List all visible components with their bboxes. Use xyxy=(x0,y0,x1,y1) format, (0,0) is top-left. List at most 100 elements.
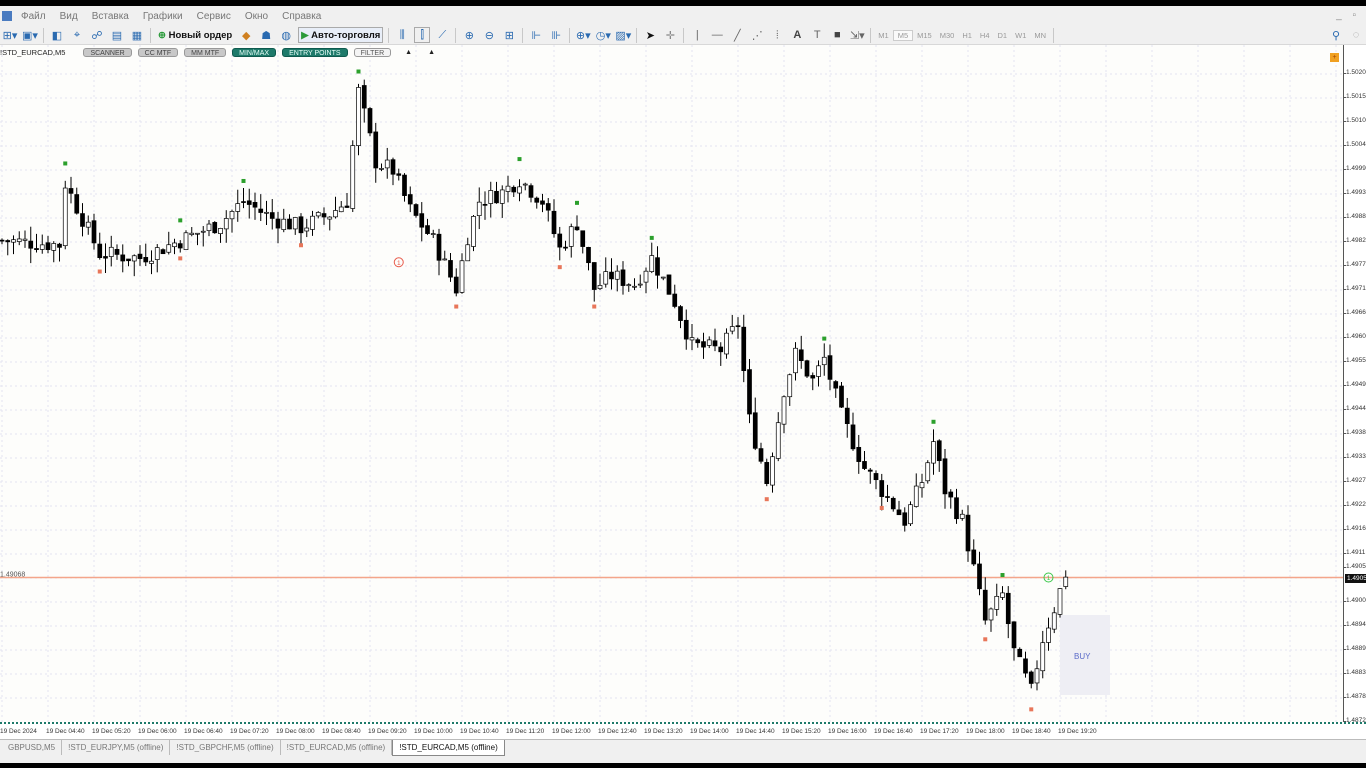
candle-body xyxy=(505,185,511,192)
text-label-icon[interactable]: T xyxy=(813,29,821,41)
candle-body xyxy=(752,412,758,449)
menu-view[interactable]: Вид xyxy=(59,10,78,22)
timeframe-m5[interactable]: M5 xyxy=(892,29,914,41)
scanner-button[interactable]: SCANNER xyxy=(83,47,132,57)
candle-body xyxy=(781,396,787,425)
navigator-icon[interactable]: ☍ xyxy=(91,29,103,42)
chat-icon[interactable]: ◌ xyxy=(1352,29,1360,41)
timeframe-mn[interactable]: MN xyxy=(1034,30,1047,40)
text-icon[interactable]: A xyxy=(793,29,802,41)
timeframe-m1[interactable]: M1 xyxy=(878,30,889,40)
price-tick-label: 1.4988 xyxy=(1344,213,1366,220)
timeframe-h1[interactable]: H1 xyxy=(962,30,972,40)
zoom-out-icon[interactable]: ⊖ xyxy=(484,29,494,42)
templates-icon[interactable]: ▨▾ xyxy=(615,29,632,42)
time-tick-label: 19 Dec 16:40 xyxy=(874,728,913,735)
periods-icon[interactable]: ◷▾ xyxy=(595,29,611,42)
menu-tools[interactable]: Сервис xyxy=(196,10,231,22)
timeframe-w1[interactable]: W1 xyxy=(1015,30,1027,40)
bid-price-label: 1.49068 xyxy=(0,572,25,579)
time-tick-label: 19 Dec 07:20 xyxy=(230,728,269,735)
price-axis[interactable]: 1.5020 1.5015 1.5010 1.5004 1.4999 1.4993 1.49… xyxy=(1343,45,1366,722)
strategy-tester-icon[interactable]: ▦ xyxy=(131,29,143,42)
new-chart-icon[interactable]: ⊞▾ xyxy=(2,29,18,42)
horizontal-line-icon[interactable]: — xyxy=(711,29,723,41)
tab-eurcad[interactable]: !STD_EURCAD,M5 (offline) xyxy=(281,740,393,755)
window-controls[interactable]: _ ▫ xyxy=(1336,10,1360,21)
cursor-icon[interactable]: ➤ xyxy=(645,29,655,42)
tab-eurcad-active[interactable]: !STD_EURCAD,M5 (offline) xyxy=(392,740,505,756)
entry-points-button[interactable]: ENTRY POINTS xyxy=(282,47,348,57)
line-chart-icon[interactable]: ⟋ xyxy=(438,28,447,41)
indicators-icon[interactable]: ⊕▾ xyxy=(575,29,591,42)
candle-body xyxy=(459,260,465,293)
mm-mtf-button[interactable]: MM MTF xyxy=(184,47,227,57)
candle-body xyxy=(264,211,269,214)
candle-body xyxy=(1000,592,1005,598)
timeframe-d1[interactable]: D1 xyxy=(997,30,1008,40)
collapse-arrow-button[interactable]: ▲ xyxy=(428,48,436,56)
tile-windows-icon[interactable]: ⊞ xyxy=(504,29,514,42)
filter-button[interactable]: FILTER xyxy=(353,47,392,57)
rectangle-icon[interactable]: ■ xyxy=(833,29,841,41)
timeframe-m15[interactable]: M15 xyxy=(917,30,932,40)
menu-file[interactable]: Файл xyxy=(21,10,46,22)
time-tick-label: 19 Dec 19:20 xyxy=(1058,728,1097,735)
candle-body xyxy=(108,246,114,257)
tab-gbpchf[interactable]: !STD_GBPCHF,M5 (offline) xyxy=(170,740,281,755)
menu-bar: Файл Вид Вставка Графики Сервис Окно Спр… xyxy=(0,6,1366,26)
chart-shift-icon[interactable]: ⊪ xyxy=(551,29,562,42)
auto-trading-button[interactable]: ▶ Авто-торговля xyxy=(298,27,384,43)
menu-window[interactable]: Окно xyxy=(244,10,269,22)
alert-icon[interactable]: + xyxy=(1330,53,1339,62)
time-tick-label: 19 Dec 12:40 xyxy=(598,728,637,735)
tab-gbpusd[interactable]: GBPUSD,M5 xyxy=(2,740,63,755)
timeframe-h4[interactable]: H4 xyxy=(979,30,990,40)
swing-low-marker xyxy=(764,497,769,502)
candle-body xyxy=(1063,576,1069,587)
search-icon[interactable]: ⚲ xyxy=(1331,29,1341,42)
crosshair-icon[interactable]: ✛ xyxy=(665,29,675,42)
fibonacci-icon[interactable]: ⦙ xyxy=(776,28,779,41)
data-window-icon[interactable]: ⌖ xyxy=(73,28,81,41)
signals-icon[interactable]: ☗ xyxy=(261,29,272,42)
vertical-line-icon[interactable]: | xyxy=(695,29,699,41)
candle-body xyxy=(839,385,844,408)
price-tick-label: 1.4922 xyxy=(1344,501,1366,508)
arrows-icon[interactable]: ⇲▾ xyxy=(849,29,865,42)
market-icon[interactable]: ◍ xyxy=(281,29,291,42)
trendline-icon[interactable]: ╱ xyxy=(733,29,741,42)
candle-body xyxy=(850,424,856,450)
candle-body xyxy=(931,441,936,464)
candle-body xyxy=(160,249,166,255)
candle-body xyxy=(212,222,218,234)
price-tick-label: 1.4938 xyxy=(1344,429,1366,436)
menu-insert[interactable]: Вставка xyxy=(91,10,129,22)
time-tick-label: 19 Dec 18:00 xyxy=(966,728,1005,735)
cc-mtf-button[interactable]: CC MTF xyxy=(137,47,179,57)
zoom-in-icon[interactable]: ⊕ xyxy=(464,29,474,42)
time-tick-label: 19 Dec 14:00 xyxy=(690,728,729,735)
collapse-arrow-button[interactable]: ▲ xyxy=(405,48,413,56)
time-axis[interactable]: 19 Dec 2024 19 Dec 04:40 19 Dec 05:20 19 De… xyxy=(0,722,1366,739)
price-chart[interactable]: BUY 1.49068 1 1 !STD_EURCAD,M5 SCANNER CC M… xyxy=(0,45,1343,722)
metaeditor-icon[interactable]: ◆ xyxy=(241,29,251,42)
market-watch-icon[interactable]: ◧ xyxy=(51,29,63,42)
chart-header: !STD_EURCAD,M5 SCANNER CC MTF MM MTF MIN… xyxy=(0,47,443,57)
toolbar: ⊞▾ ▣▾ ◧ ⌖ ☍ ▤ ▦ ⊕ Новый ордер ◆ ☗ ◍ ▶ Ав… xyxy=(0,26,1366,45)
channel-icon[interactable]: ⋰ xyxy=(751,29,763,42)
auto-scroll-icon[interactable]: ⊩ xyxy=(531,29,542,42)
terminal-icon[interactable]: ▤ xyxy=(111,29,123,42)
menu-help[interactable]: Справка xyxy=(282,10,322,22)
candlestick-icon[interactable]: ⫿ xyxy=(414,27,431,43)
candle-body xyxy=(787,374,793,398)
menu-charts[interactable]: Графики xyxy=(142,10,183,22)
candle-body xyxy=(28,240,34,249)
bar-chart-icon[interactable]: ⫼ xyxy=(399,28,405,41)
tab-eurjpy[interactable]: !STD_EURJPY,M5 (offline) xyxy=(62,740,171,755)
min-max-button[interactable]: MIN/MAX xyxy=(232,47,277,57)
timeframe-m30[interactable]: M30 xyxy=(939,30,955,40)
new-order-button[interactable]: ⊕ Новый ордер xyxy=(156,27,234,43)
candle-body xyxy=(948,491,954,498)
profiles-icon[interactable]: ▣▾ xyxy=(22,29,38,42)
